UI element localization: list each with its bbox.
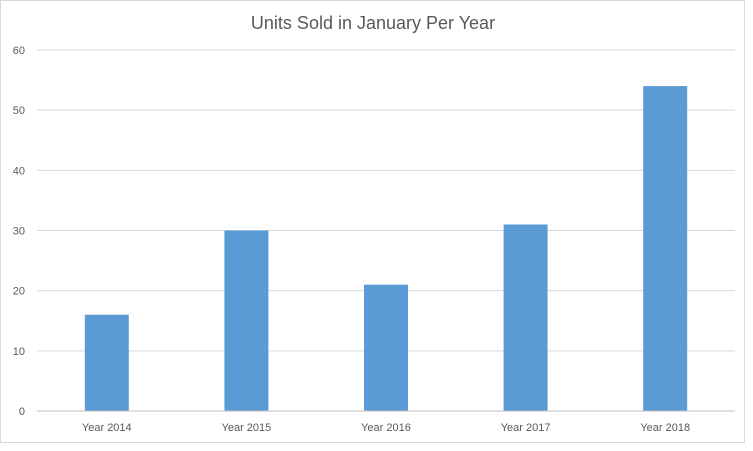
y-tick-label: 40 <box>13 165 25 177</box>
bars <box>84 86 688 411</box>
y-tick-label: 0 <box>19 406 25 418</box>
bar-year-2015 <box>224 230 269 411</box>
chart-area: Units Sold in January Per Year 0 10 20 30 40… <box>0 0 745 443</box>
y-axis-tick-labels: 0 10 20 30 40 50 60 <box>13 45 25 418</box>
gridlines <box>37 49 735 352</box>
bar-year-2017 <box>503 224 548 411</box>
chart-title: Units Sold in January Per Year <box>251 13 495 33</box>
x-tick-label: Year 2017 <box>501 422 551 434</box>
bar-year-2018 <box>643 86 688 411</box>
bar-year-2014 <box>84 314 129 411</box>
x-tick-label: Year 2016 <box>361 422 411 434</box>
bar-year-2016 <box>364 284 408 411</box>
y-tick-label: 50 <box>13 105 25 117</box>
y-tick-label: 20 <box>13 286 25 298</box>
bar-chart: Units Sold in January Per Year 0 10 20 30 40… <box>13 13 735 434</box>
x-axis-tick-labels: Year 2014 Year 2015 Year 2016 Year 2017 Year… <box>82 422 690 434</box>
x-tick-label: Year 2018 <box>640 422 690 434</box>
x-tick-label: Year 2015 <box>222 422 272 434</box>
y-tick-label: 30 <box>13 226 25 238</box>
x-tick-label: Year 2014 <box>82 422 132 434</box>
y-tick-label: 60 <box>13 45 25 57</box>
y-tick-label: 10 <box>13 346 25 358</box>
